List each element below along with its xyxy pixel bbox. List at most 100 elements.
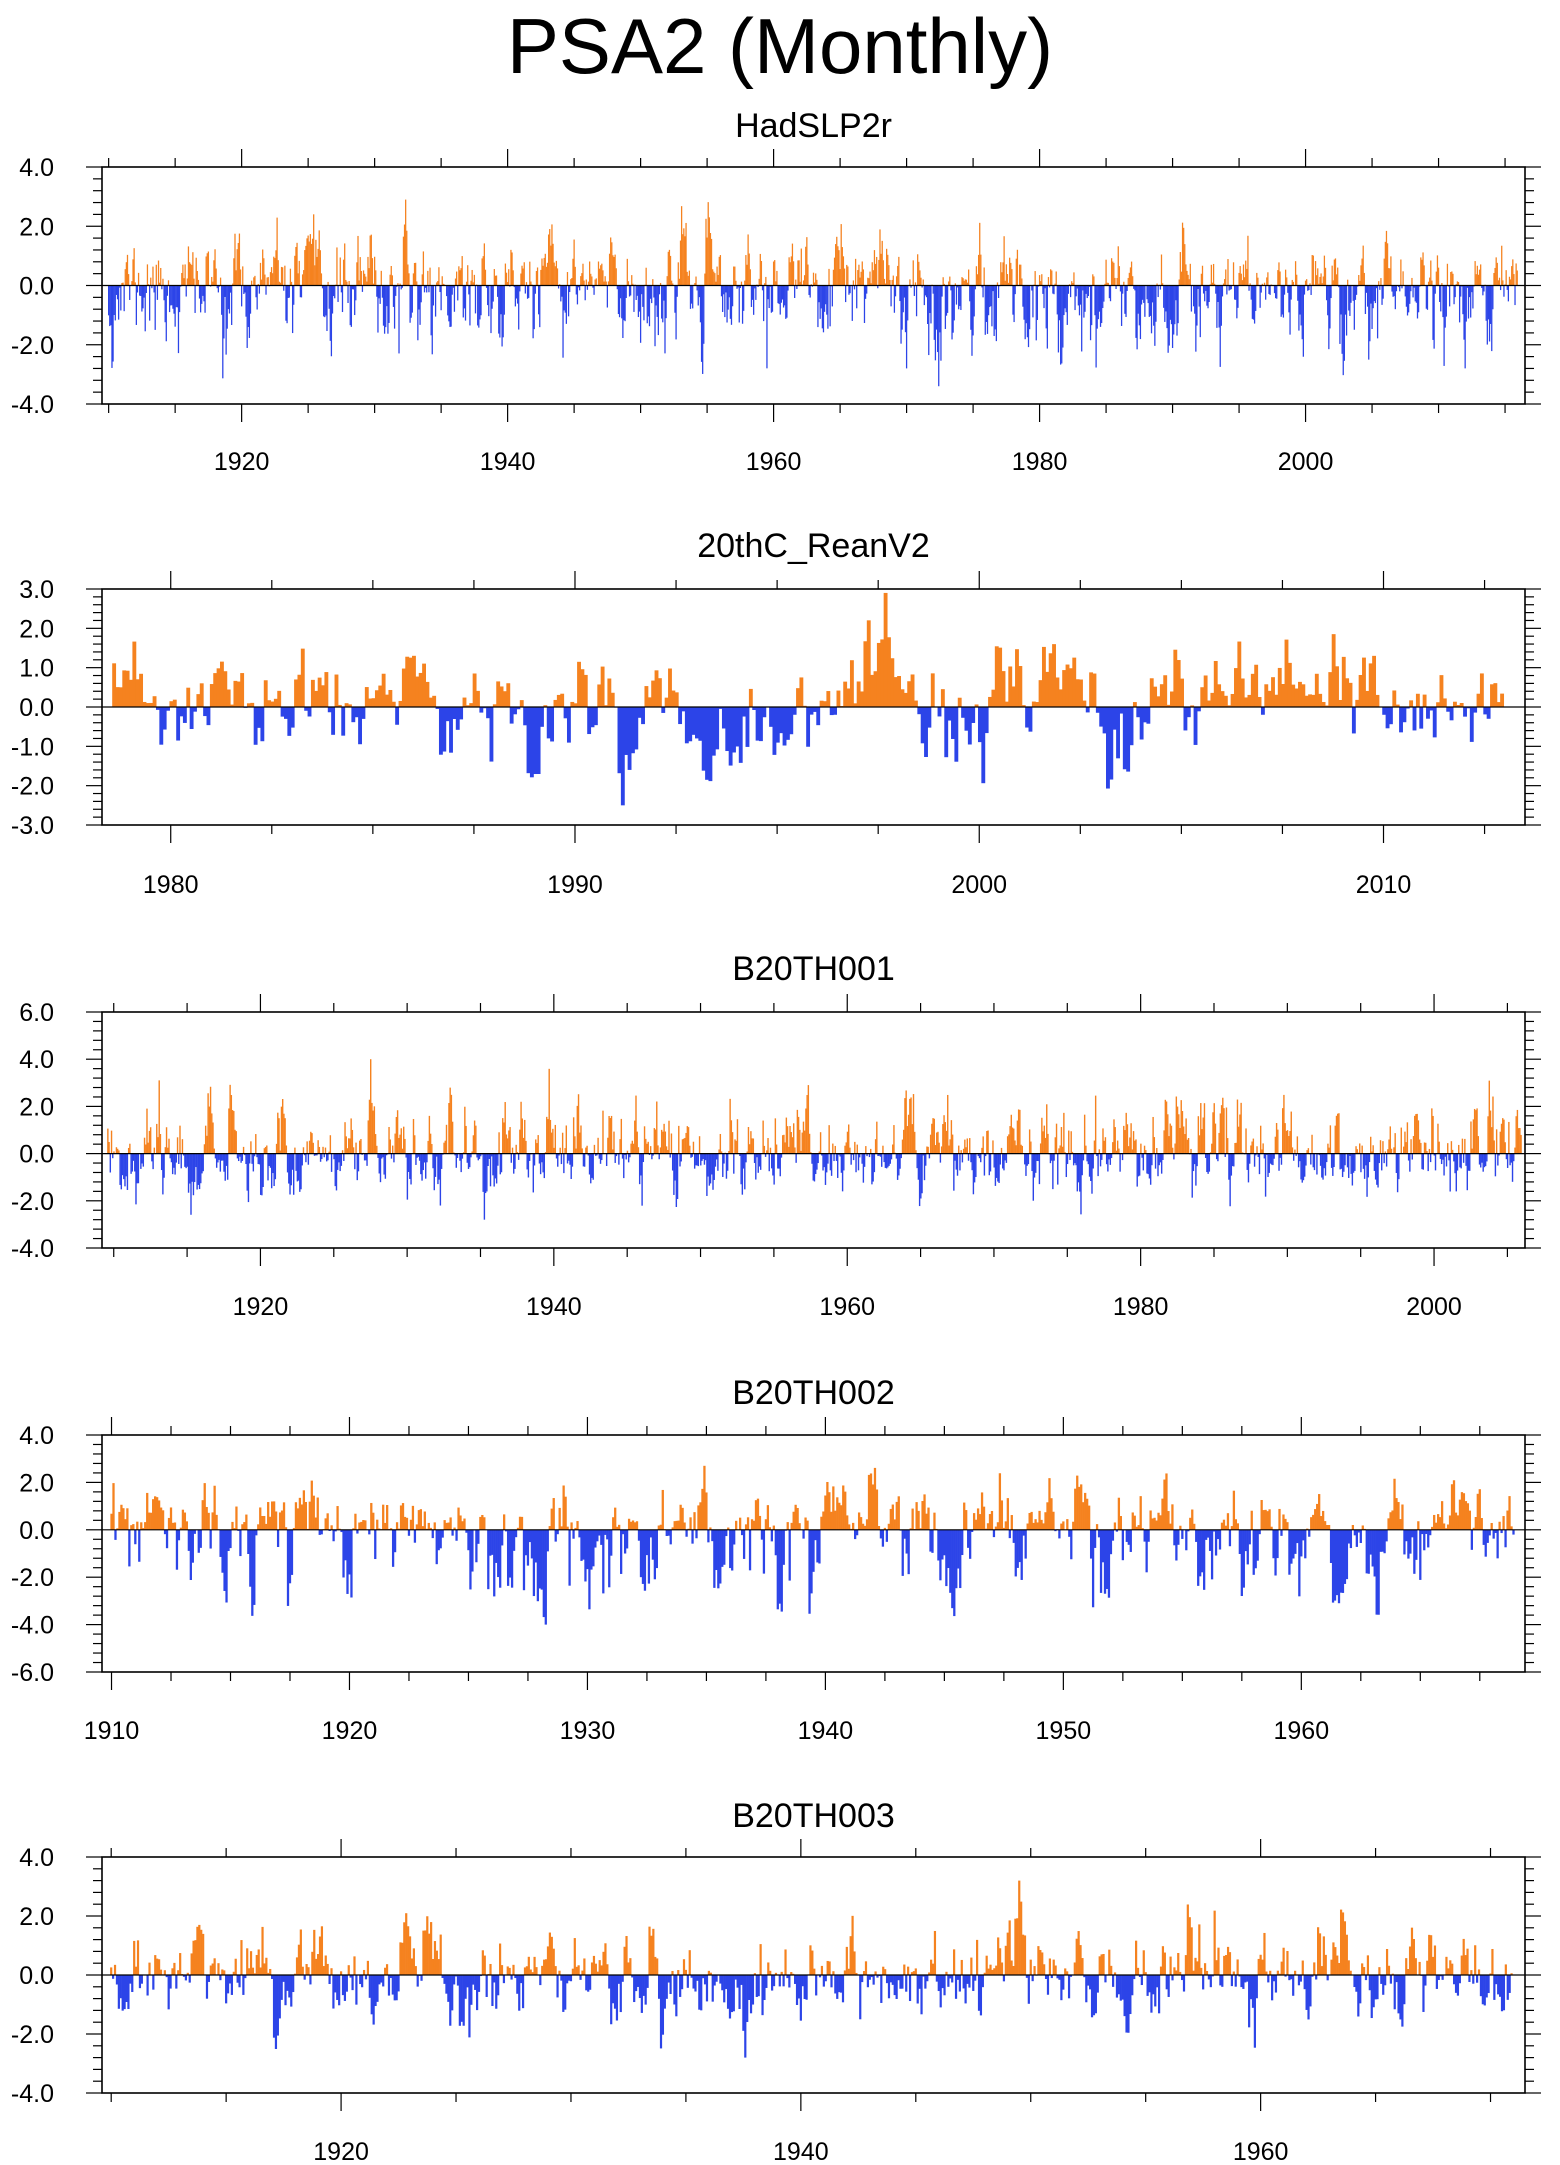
bar-positive: [295, 246, 297, 286]
bar-positive: [695, 276, 697, 286]
bar-positive: [915, 1502, 918, 1530]
bar-negative: [1087, 285, 1089, 297]
bar-negative: [582, 1529, 585, 1560]
bar-positive: [1189, 1517, 1192, 1530]
bar-positive: [302, 1490, 306, 1530]
bar-positive: [1451, 271, 1453, 286]
bar-negative: [542, 1529, 545, 1618]
bar-positive: [1409, 700, 1414, 707]
bar-positive: [575, 1966, 578, 1975]
bar-negative: [1147, 1529, 1150, 1542]
bar-negative: [247, 1529, 250, 1554]
bar-positive: [1282, 1514, 1285, 1530]
bar-positive: [1252, 1138, 1255, 1154]
bar-positive: [558, 1970, 561, 1975]
bar-positive: [408, 273, 410, 286]
bar-negative: [837, 1153, 839, 1178]
bar-negative: [1403, 1975, 1406, 2005]
bar-negative: [1508, 1975, 1511, 1993]
bar-positive: [820, 1965, 824, 1975]
bar-negative: [638, 1975, 642, 1999]
bar-negative: [1482, 1153, 1484, 1172]
bar-negative: [692, 1975, 695, 1989]
bar-positive: [273, 256, 275, 286]
bar-negative: [1008, 1529, 1011, 1539]
bar-positive: [748, 1144, 751, 1154]
bar-negative: [393, 1975, 396, 2001]
bar-negative: [393, 285, 396, 329]
bar-negative: [1069, 1975, 1073, 1977]
bar-positive: [1156, 696, 1161, 707]
bar-negative: [1421, 1529, 1424, 1535]
bar-positive: [489, 1963, 492, 1975]
bar-negative: [920, 707, 925, 744]
bar-negative: [1470, 285, 1472, 318]
bar-positive: [920, 277, 922, 286]
bar-negative: [1506, 1153, 1509, 1168]
bar-negative: [1376, 1975, 1379, 2000]
bar-negative: [1510, 1153, 1513, 1163]
bar-negative: [262, 1153, 264, 1187]
bar-positive: [372, 1110, 374, 1154]
bar-positive: [1510, 1526, 1513, 1530]
bar-negative: [964, 1975, 967, 2004]
bar-positive: [671, 280, 673, 286]
bar-negative: [1409, 285, 1411, 304]
bar-negative: [520, 1975, 523, 1984]
bar-positive: [948, 281, 950, 286]
bar-negative: [261, 1153, 263, 1196]
bar-negative: [560, 285, 562, 302]
bar-positive: [1183, 227, 1185, 286]
bar-positive: [650, 1935, 653, 1975]
bar-negative: [1253, 1975, 1256, 2048]
bar-positive: [284, 265, 286, 286]
bar-positive: [1153, 1517, 1156, 1530]
bar-negative: [1329, 1529, 1333, 1564]
bar-negative: [992, 1529, 996, 1538]
bar-negative: [1255, 1975, 1258, 1999]
bar-positive: [1189, 263, 1191, 286]
bar-positive: [974, 1519, 978, 1530]
bar-positive: [1021, 278, 1023, 286]
bar-negative: [1053, 285, 1055, 295]
bar-negative: [307, 1153, 310, 1165]
bar-positive: [505, 272, 508, 286]
bar-negative: [1168, 285, 1170, 346]
bar-positive: [359, 1140, 361, 1154]
bar-positive: [436, 282, 438, 286]
bar-positive: [583, 674, 588, 707]
bar-positive: [552, 1498, 555, 1530]
bar-negative: [622, 285, 624, 339]
bar-negative: [838, 1975, 841, 1993]
bar-positive: [1251, 1141, 1253, 1154]
bar-positive: [407, 1926, 410, 1975]
bar-negative: [1460, 285, 1462, 297]
bar-positive: [753, 1973, 756, 1975]
bar-negative: [502, 1975, 506, 1984]
bar-positive: [663, 1123, 665, 1154]
bar-negative: [1151, 1153, 1153, 1166]
bar-positive: [385, 694, 389, 707]
bar-negative: [176, 707, 181, 741]
bar-positive: [1294, 1970, 1297, 1975]
bar-positive: [544, 1959, 548, 1975]
bar-negative: [768, 285, 770, 309]
bar-positive: [1232, 1971, 1235, 1975]
bar-positive: [1141, 1528, 1144, 1530]
bar-negative: [1244, 1529, 1247, 1552]
bar-positive: [342, 259, 345, 286]
bar-negative: [1220, 285, 1222, 326]
bar-positive: [1201, 1129, 1203, 1154]
bar-negative: [1449, 285, 1451, 307]
bar-negative: [818, 1529, 821, 1564]
bar-negative: [1134, 285, 1136, 291]
bar-negative: [418, 285, 420, 310]
bar-positive: [545, 266, 548, 286]
bar-positive: [1520, 1134, 1522, 1154]
bar-negative: [945, 285, 948, 316]
bar-positive: [1124, 1130, 1126, 1154]
bar-negative: [377, 1153, 379, 1158]
bar-positive: [979, 222, 981, 286]
bar-positive: [1083, 1114, 1086, 1154]
bar-positive: [807, 264, 809, 286]
